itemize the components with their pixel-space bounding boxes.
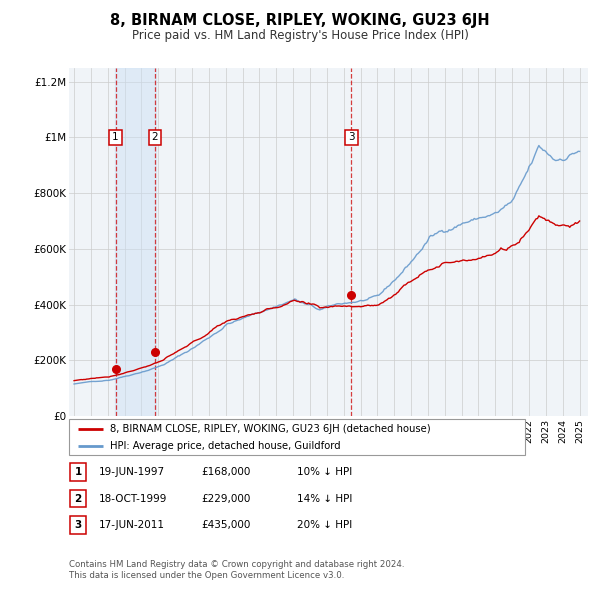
FancyBboxPatch shape xyxy=(70,490,86,507)
Text: 1: 1 xyxy=(74,467,82,477)
Text: 3: 3 xyxy=(348,133,355,142)
Text: 10% ↓ HPI: 10% ↓ HPI xyxy=(297,467,352,477)
Text: HPI: Average price, detached house, Guildford: HPI: Average price, detached house, Guil… xyxy=(110,441,341,451)
Text: 8, BIRNAM CLOSE, RIPLEY, WOKING, GU23 6JH (detached house): 8, BIRNAM CLOSE, RIPLEY, WOKING, GU23 6J… xyxy=(110,424,431,434)
Text: 18-OCT-1999: 18-OCT-1999 xyxy=(99,494,167,503)
Text: 14% ↓ HPI: 14% ↓ HPI xyxy=(297,494,352,503)
Text: 8, BIRNAM CLOSE, RIPLEY, WOKING, GU23 6JH: 8, BIRNAM CLOSE, RIPLEY, WOKING, GU23 6J… xyxy=(110,13,490,28)
Text: Contains HM Land Registry data © Crown copyright and database right 2024.: Contains HM Land Registry data © Crown c… xyxy=(69,560,404,569)
Text: 17-JUN-2011: 17-JUN-2011 xyxy=(99,520,165,530)
Text: This data is licensed under the Open Government Licence v3.0.: This data is licensed under the Open Gov… xyxy=(69,571,344,581)
Text: 20% ↓ HPI: 20% ↓ HPI xyxy=(297,520,352,530)
Text: £168,000: £168,000 xyxy=(201,467,250,477)
Text: £229,000: £229,000 xyxy=(201,494,250,503)
FancyBboxPatch shape xyxy=(70,463,86,481)
FancyBboxPatch shape xyxy=(69,419,525,455)
Bar xyxy=(115,68,155,416)
Text: 2: 2 xyxy=(151,133,158,142)
Text: Price paid vs. HM Land Registry's House Price Index (HPI): Price paid vs. HM Land Registry's House … xyxy=(131,29,469,42)
Text: 19-JUN-1997: 19-JUN-1997 xyxy=(99,467,165,477)
Text: 1: 1 xyxy=(112,133,119,142)
FancyBboxPatch shape xyxy=(70,516,86,534)
Text: 3: 3 xyxy=(74,520,82,530)
Text: £435,000: £435,000 xyxy=(201,520,250,530)
Text: 2: 2 xyxy=(74,494,82,503)
